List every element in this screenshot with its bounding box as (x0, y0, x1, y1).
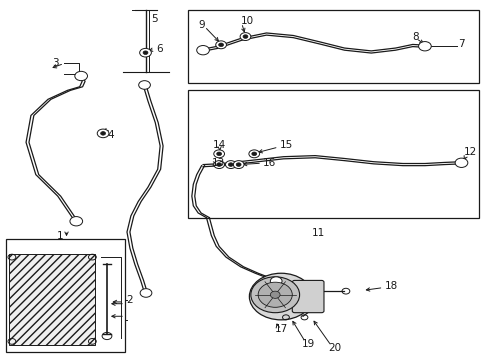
Bar (5, 239, 125, 352)
Circle shape (258, 282, 292, 307)
Circle shape (143, 51, 148, 54)
Text: 1: 1 (57, 231, 63, 240)
Text: 12: 12 (463, 147, 476, 157)
Circle shape (101, 132, 105, 135)
Circle shape (248, 150, 259, 158)
Circle shape (249, 273, 312, 320)
Circle shape (454, 158, 467, 167)
Circle shape (270, 291, 280, 298)
Circle shape (213, 150, 224, 158)
Text: 15: 15 (279, 140, 292, 150)
Circle shape (233, 161, 244, 168)
Text: 9: 9 (198, 20, 204, 30)
Circle shape (218, 43, 223, 46)
Text: 20: 20 (328, 343, 341, 353)
Text: 11: 11 (311, 228, 325, 238)
Circle shape (236, 163, 241, 166)
Circle shape (215, 41, 226, 49)
Circle shape (418, 41, 430, 51)
Text: 18: 18 (384, 281, 397, 291)
Text: 2: 2 (126, 295, 133, 305)
Bar (188, 90, 478, 218)
Circle shape (228, 163, 233, 166)
Circle shape (243, 35, 247, 39)
Text: 7: 7 (457, 40, 464, 49)
Text: 17: 17 (274, 324, 287, 334)
Circle shape (225, 161, 236, 168)
Circle shape (216, 152, 221, 156)
Text: 13: 13 (211, 158, 224, 168)
Text: 3: 3 (52, 58, 59, 68)
Text: 16: 16 (263, 158, 276, 168)
Circle shape (140, 289, 152, 297)
Text: 4: 4 (107, 130, 113, 140)
Circle shape (97, 129, 109, 138)
FancyBboxPatch shape (292, 280, 324, 313)
Circle shape (270, 277, 282, 285)
Circle shape (250, 277, 299, 313)
Text: 6: 6 (156, 44, 162, 54)
Text: 19: 19 (302, 339, 315, 349)
Circle shape (216, 163, 221, 166)
Circle shape (70, 217, 82, 226)
Text: 14: 14 (212, 140, 225, 150)
Bar (188, 10, 478, 83)
Text: 8: 8 (411, 32, 418, 41)
Circle shape (139, 81, 150, 89)
Circle shape (140, 48, 151, 57)
Circle shape (75, 71, 87, 81)
Circle shape (213, 161, 224, 168)
Circle shape (240, 33, 250, 41)
Circle shape (251, 152, 256, 156)
Text: 10: 10 (240, 17, 253, 27)
Circle shape (196, 45, 209, 55)
Bar (9, 253, 95, 345)
Text: 5: 5 (151, 14, 157, 24)
